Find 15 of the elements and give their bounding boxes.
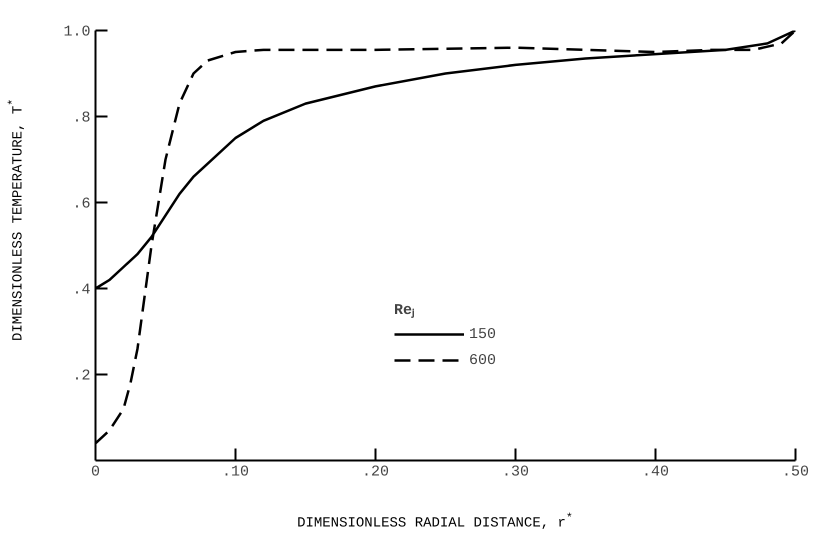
legend-label: 600 — [468, 352, 496, 368]
legend-label: 150 — [468, 326, 496, 342]
x-tick-label: .10 — [222, 464, 250, 480]
legend-title: Reⱼ — [394, 301, 416, 319]
y-tick-label: .8 — [72, 110, 91, 126]
x-tick-label: .40 — [642, 464, 670, 480]
x-tick-label: .50 — [782, 464, 810, 480]
x-tick-label: .30 — [502, 464, 530, 480]
x-tick-label: .20 — [362, 464, 390, 480]
y-tick-label: .6 — [72, 196, 91, 212]
y-tick-label: 1.0 — [63, 24, 91, 40]
x-axis-title: DIMENSIONLESS RADIAL DISTANCE, r$^{*}$ — [296, 510, 574, 534]
y-tick-label: .2 — [72, 368, 91, 384]
y-tick-label: .4 — [72, 282, 91, 298]
x-tick-label: 0 — [91, 464, 100, 480]
